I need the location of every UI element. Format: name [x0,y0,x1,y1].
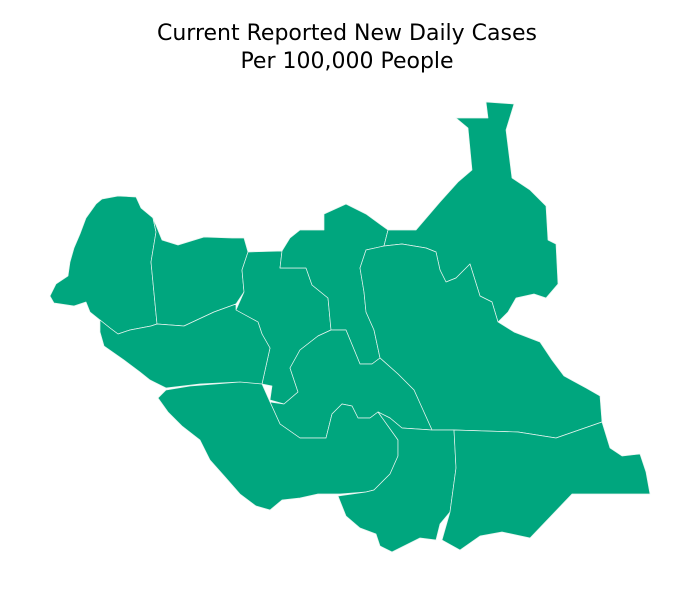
region-eastern-equatoria[interactable] [441,421,651,551]
region-western-equatoria[interactable] [99,303,399,511]
map-regions [49,101,651,553]
region-central-equatoria[interactable] [337,411,457,553]
map-title: Current Reported New Daily Cases Per 100… [0,20,694,76]
map-title-line-2: Per 100,000 People [240,49,454,74]
map-title-line-1: Current Reported New Daily Cases [157,21,537,46]
region-western-bahr-el-ghazal[interactable] [49,195,158,335]
